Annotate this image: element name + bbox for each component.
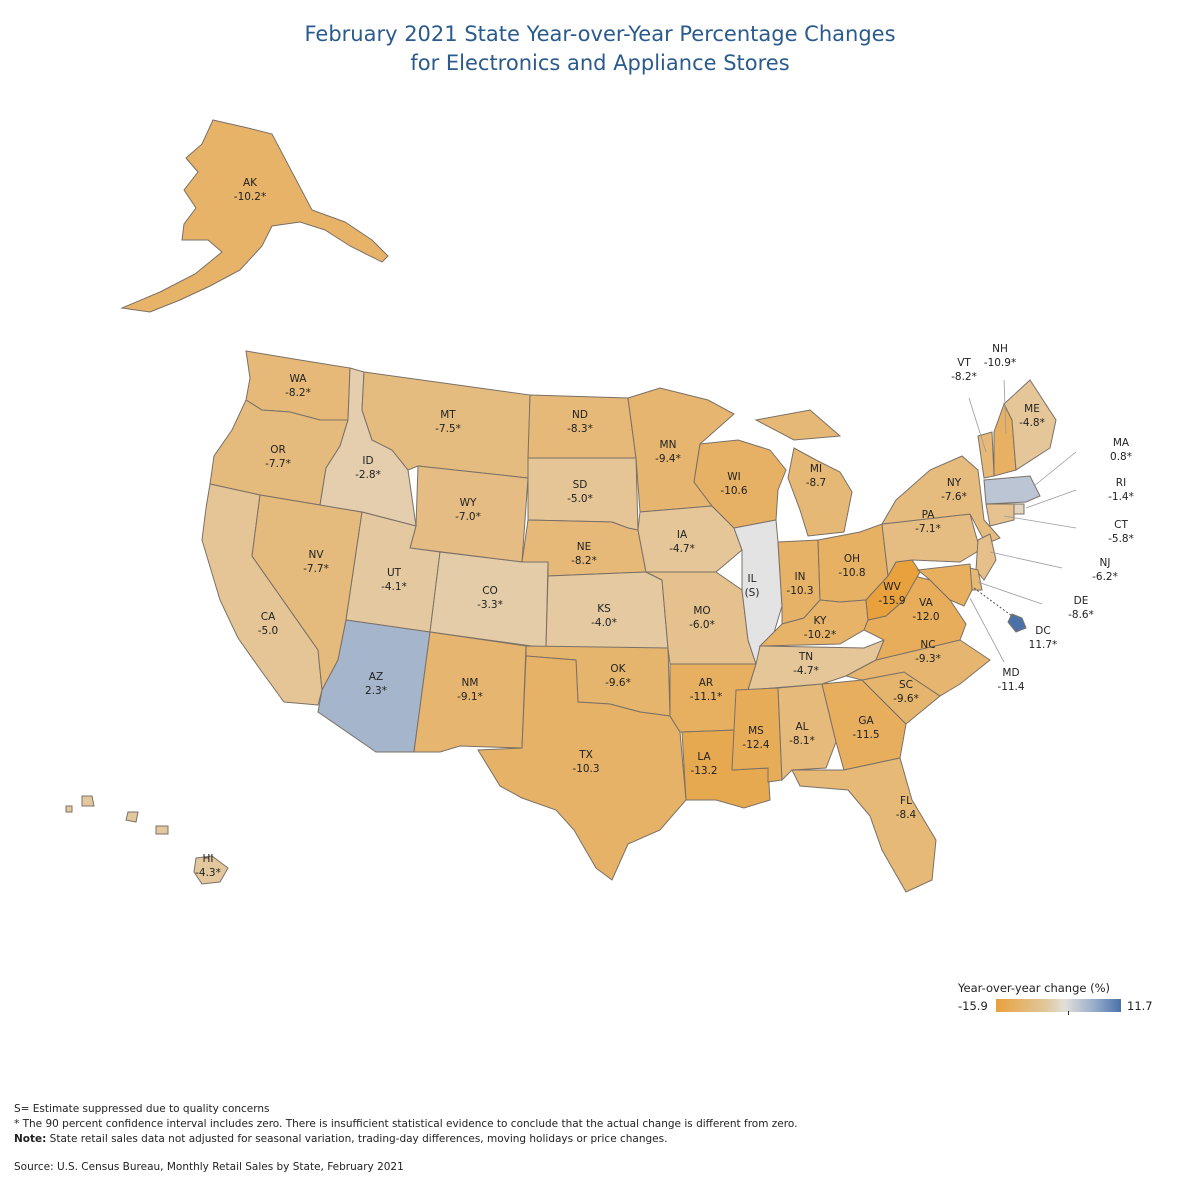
state-label-ne: NE -8.2* [571, 541, 597, 567]
state-label-oh: OH -10.8 [838, 553, 865, 579]
state-label-ok: OK -9.6* [605, 663, 631, 689]
state-label-ky: KY -10.2* [804, 615, 836, 641]
state-label-tn: TN -4.7* [793, 651, 819, 677]
legend-zero-tick [1068, 1011, 1069, 1015]
state-label-in: IN -10.3 [786, 571, 813, 597]
map-title: February 2021 State Year-over-Year Perce… [0, 20, 1200, 78]
state-ma [983, 475, 1041, 505]
state-nj [975, 533, 997, 581]
state-label-nh: NH -10.9* [984, 343, 1016, 369]
state-label-ca: CA -5.0 [258, 611, 279, 637]
state-label-ak: AK -10.2* [234, 177, 266, 203]
state-ny [881, 455, 1001, 545]
state-label-ga: GA -11.5 [852, 715, 879, 741]
state-label-me: ME -4.8* [1019, 403, 1045, 429]
leader-lines [968, 379, 1077, 663]
state-label-mi: MI -8.7 [806, 463, 827, 489]
legend-min: -15.9 [958, 999, 988, 1013]
state-label-de: DE -8.6* [1068, 595, 1094, 621]
state-label-wv: WV -15.9 [878, 581, 905, 607]
state-label-nd: ND -8.3* [567, 409, 593, 435]
state-label-mo: MO -6.0* [689, 605, 715, 631]
state-label-ct: CT -5.8* [1108, 519, 1134, 545]
state-label-ks: KS -4.0* [591, 603, 617, 629]
state-vt [977, 431, 995, 479]
leader-line [1003, 379, 1007, 435]
state-tx [477, 655, 687, 881]
state-label-or: OR -7.7* [265, 444, 291, 470]
state-label-nc: NC -9.3* [915, 639, 941, 665]
seasonal-note: Note: State retail sales data not adjust… [14, 1132, 797, 1147]
state-label-wa: WA -8.2* [285, 373, 311, 399]
title-line-1: February 2021 State Year-over-Year Perce… [304, 22, 896, 46]
note-label: Note: [14, 1133, 47, 1145]
state-label-wy: WY -7.0* [455, 497, 481, 523]
state-label-sc: SC -9.6* [893, 679, 919, 705]
state-label-id: ID -2.8* [355, 455, 381, 481]
state-label-md: MD -11.4 [997, 667, 1024, 693]
state-label-fl: FL -8.4 [896, 795, 917, 821]
state-label-co: CO -3.3* [477, 585, 503, 611]
leader-line [968, 397, 987, 453]
leader-line [989, 551, 1063, 569]
state-label-az: AZ 2.3* [365, 671, 387, 697]
state-label-ri: RI -1.4* [1108, 477, 1134, 503]
source-note: Source: U.S. Census Bureau, Monthly Reta… [14, 1161, 404, 1173]
state-label-dc: DC 11.7* [1029, 625, 1058, 651]
state-label-hi: HI -4.3* [195, 853, 221, 879]
state-me [1003, 379, 1057, 471]
confidence-note: * The 90 percent confidence interval inc… [14, 1118, 798, 1130]
state-label-nm: NM -9.1* [457, 677, 483, 703]
note-text: State retail sales data not adjusted for… [46, 1133, 668, 1145]
state-pa [881, 513, 981, 578]
state-label-sd: SD -5.0* [567, 479, 593, 505]
title-line-2: for Electronics and Appliance Stores [410, 51, 790, 75]
state-ak [120, 119, 389, 313]
state-dc [1007, 613, 1027, 633]
state-shapes [65, 119, 1057, 893]
state-label-la: LA -13.2 [690, 751, 717, 777]
state-label-nv: NV -7.7* [303, 549, 329, 575]
state-wi [693, 439, 787, 529]
state-label-al: AL -8.1* [789, 721, 815, 747]
state-label-mt: MT -7.5* [435, 409, 461, 435]
leader-line [1003, 515, 1077, 529]
state-label-wi: WI -10.6 [720, 471, 747, 497]
state-label-ny: NY -7.6* [941, 477, 967, 503]
legend-title: Year-over-year change (%) [958, 981, 1111, 995]
state-label-ma: MA 0.8* [1110, 437, 1132, 463]
state-label-ar: AR -11.1* [690, 677, 722, 703]
state-label-va: VA -12.0 [912, 597, 939, 623]
state-fl [791, 757, 937, 893]
state-label-pa: PA -7.1* [915, 509, 941, 535]
state-label-tx: TX -10.3 [572, 749, 599, 775]
state-label-nj: NJ -6.2* [1092, 557, 1118, 583]
dc-connector [973, 587, 1013, 617]
leader-line [1033, 451, 1077, 487]
state-label-ut: UT -4.1* [381, 567, 407, 593]
state-label-ms: MS -12.4 [742, 725, 769, 751]
leader-line [1025, 489, 1077, 509]
state-ct [985, 503, 1015, 527]
legend-color-bar [996, 999, 1121, 1012]
leader-line [969, 597, 1005, 663]
footnotes: S= Estimate suppressed due to quality co… [14, 1102, 797, 1147]
state-label-il: IL (S) [745, 573, 760, 599]
state-md [916, 563, 973, 607]
state-ri [1013, 503, 1025, 515]
state-label-vt: VT -8.2* [951, 357, 977, 383]
state-label-ia: IA -4.7* [669, 529, 695, 555]
state-label-mn: MN -9.4* [655, 439, 681, 465]
state-mi [754, 409, 853, 537]
legend-max: 11.7 [1127, 999, 1153, 1013]
leader-line [977, 581, 1043, 605]
state-labels: AK -10.2* WA -8.2* OR -7.7* CA -5.0 NV -7.7* ID -2.… [195, 177, 1134, 879]
suppressed-note: S= Estimate suppressed due to quality co… [14, 1103, 270, 1115]
state-hi [65, 795, 229, 885]
